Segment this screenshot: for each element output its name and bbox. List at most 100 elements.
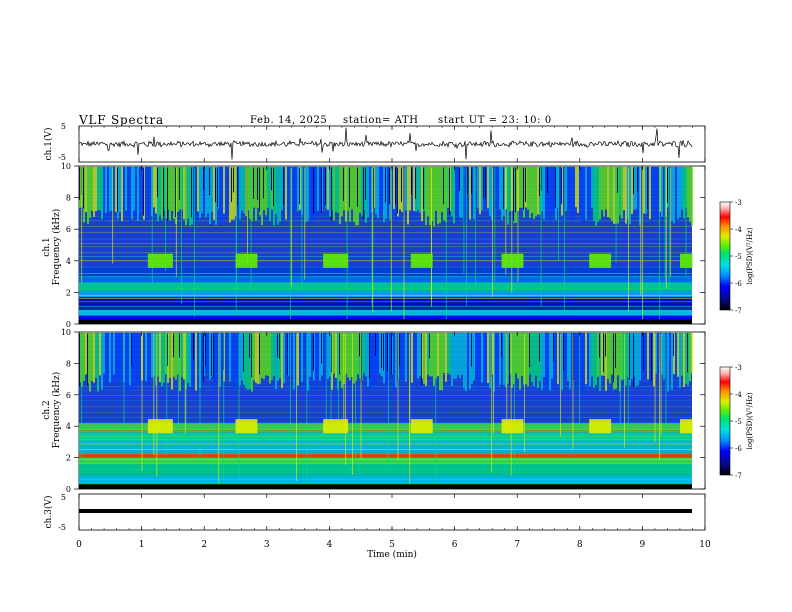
spec-column bbox=[677, 332, 679, 377]
spec-dark-streak bbox=[633, 333, 634, 387]
spec-dark-streak bbox=[325, 167, 326, 206]
spec-column bbox=[443, 332, 445, 373]
spec-dark-streak bbox=[421, 333, 422, 386]
spec-column bbox=[175, 332, 177, 380]
spec-column bbox=[493, 166, 495, 214]
ch1-colorbar-label: log(PSD)(V²/Hz) bbox=[746, 227, 754, 284]
spec-column bbox=[621, 166, 623, 219]
spec-column bbox=[651, 166, 653, 224]
ch1-colorbar-scale bbox=[719, 201, 731, 311]
spec-column bbox=[487, 332, 489, 384]
spec-column bbox=[401, 332, 403, 379]
spec-dark-streak bbox=[321, 167, 322, 213]
ch1-frame bbox=[78, 125, 706, 163]
tone-burst bbox=[589, 253, 612, 268]
spec-column bbox=[267, 166, 269, 209]
tone-burst bbox=[501, 419, 524, 434]
spec-column bbox=[463, 332, 465, 389]
spec-column bbox=[541, 332, 543, 390]
spec-column bbox=[107, 166, 109, 220]
ytick-label: 8 bbox=[66, 359, 71, 368]
spec-column bbox=[247, 332, 249, 390]
spec-column bbox=[457, 166, 459, 225]
spec-dark-streak bbox=[287, 333, 288, 376]
spec-column bbox=[129, 332, 131, 386]
spec-column bbox=[159, 332, 161, 382]
spec-column bbox=[507, 166, 509, 225]
spec-column bbox=[109, 166, 111, 212]
spec-column bbox=[189, 166, 191, 226]
tone-burst bbox=[410, 419, 433, 434]
spec-column bbox=[641, 166, 643, 217]
spec-dark-streak bbox=[191, 167, 192, 218]
spec-column bbox=[623, 166, 625, 211]
spec-column bbox=[643, 166, 645, 214]
spec-column bbox=[467, 332, 469, 382]
spec-band bbox=[79, 476, 692, 486]
spec-column bbox=[115, 166, 117, 212]
spec-column bbox=[505, 332, 507, 388]
spec-dark-streak bbox=[365, 167, 366, 201]
spec-column bbox=[177, 166, 179, 212]
spec-column bbox=[101, 332, 103, 390]
xtick-label: 7 bbox=[514, 540, 520, 550]
spec-dark-streak bbox=[251, 333, 252, 378]
spec-column bbox=[261, 166, 263, 226]
spec-column bbox=[621, 332, 623, 381]
spec-dark-streak bbox=[79, 333, 80, 387]
spec-column bbox=[333, 166, 335, 221]
spec-column bbox=[183, 166, 185, 220]
spec-column bbox=[133, 166, 135, 211]
colorbar-tick-label: -7 bbox=[735, 472, 742, 480]
spec-column bbox=[533, 166, 535, 219]
ch1-waveform-line bbox=[78, 127, 693, 160]
spec-column bbox=[279, 166, 281, 222]
spec-column bbox=[457, 332, 459, 376]
tone-burst bbox=[410, 253, 433, 268]
ch3-ytick-top: 5 bbox=[61, 493, 66, 502]
spec-column bbox=[357, 332, 359, 375]
spec-column bbox=[547, 332, 549, 392]
spec-column bbox=[305, 166, 307, 223]
spec-band bbox=[79, 305, 692, 310]
spec-column bbox=[475, 166, 477, 223]
spec-column bbox=[587, 166, 589, 208]
spec-dark-streak bbox=[369, 333, 370, 379]
spec-column bbox=[251, 166, 253, 221]
spec-column bbox=[519, 166, 521, 208]
spec-column bbox=[309, 332, 311, 377]
spec-dark-streak bbox=[193, 333, 194, 360]
tone-burst bbox=[147, 253, 173, 268]
ytick-label: 2 bbox=[66, 454, 71, 463]
spec-column bbox=[583, 166, 585, 224]
spec-column bbox=[317, 332, 319, 376]
spec-column bbox=[427, 166, 429, 217]
spec-column bbox=[575, 166, 577, 208]
spec-column bbox=[511, 332, 513, 388]
spec-dark-streak bbox=[205, 333, 206, 366]
spec-column bbox=[425, 166, 427, 226]
spec-column bbox=[265, 332, 267, 376]
spec-column bbox=[135, 332, 137, 389]
spec-column bbox=[669, 332, 671, 375]
colorbar-tick-label: -5 bbox=[735, 253, 742, 261]
spec-column bbox=[417, 166, 419, 210]
spec-column bbox=[225, 332, 227, 376]
spec-column bbox=[113, 332, 115, 375]
spec-column bbox=[181, 166, 183, 210]
spec-column bbox=[421, 166, 423, 222]
spec-column bbox=[309, 166, 311, 217]
spec-dark-streak bbox=[83, 167, 84, 209]
spec-column bbox=[601, 332, 603, 376]
spec-dark-streak bbox=[667, 167, 668, 203]
spec-dark-streak bbox=[277, 333, 278, 358]
spec-column bbox=[591, 332, 593, 377]
spec-column bbox=[283, 332, 285, 384]
spec-column bbox=[613, 166, 615, 224]
spec-column bbox=[353, 166, 355, 223]
spec-column bbox=[545, 332, 547, 388]
spec-dark-streak bbox=[471, 167, 472, 195]
spec-dark-streak bbox=[79, 167, 80, 201]
spec-column bbox=[193, 332, 195, 391]
spec-column bbox=[663, 166, 665, 212]
